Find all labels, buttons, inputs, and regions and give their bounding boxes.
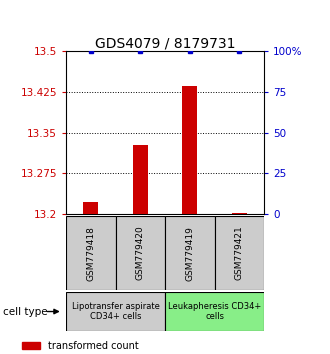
Text: GSM779418: GSM779418 xyxy=(86,225,95,281)
Bar xyxy=(182,86,197,214)
Text: Lipotransfer aspirate
CD34+ cells: Lipotransfer aspirate CD34+ cells xyxy=(72,302,159,321)
Bar xyxy=(133,145,148,214)
Text: GSM779420: GSM779420 xyxy=(136,226,145,280)
Bar xyxy=(232,212,247,214)
Bar xyxy=(83,202,98,214)
Bar xyxy=(115,216,165,290)
Text: GSM779421: GSM779421 xyxy=(235,226,244,280)
Bar xyxy=(66,292,165,331)
Bar xyxy=(66,216,115,290)
Title: GDS4079 / 8179731: GDS4079 / 8179731 xyxy=(95,36,235,50)
Text: cell type: cell type xyxy=(3,307,48,316)
Text: GSM779419: GSM779419 xyxy=(185,225,194,281)
Bar xyxy=(22,342,40,349)
Text: transformed count: transformed count xyxy=(48,341,139,350)
Bar xyxy=(214,216,264,290)
Bar xyxy=(165,216,214,290)
Text: Leukapheresis CD34+
cells: Leukapheresis CD34+ cells xyxy=(168,302,261,321)
Bar xyxy=(165,292,264,331)
